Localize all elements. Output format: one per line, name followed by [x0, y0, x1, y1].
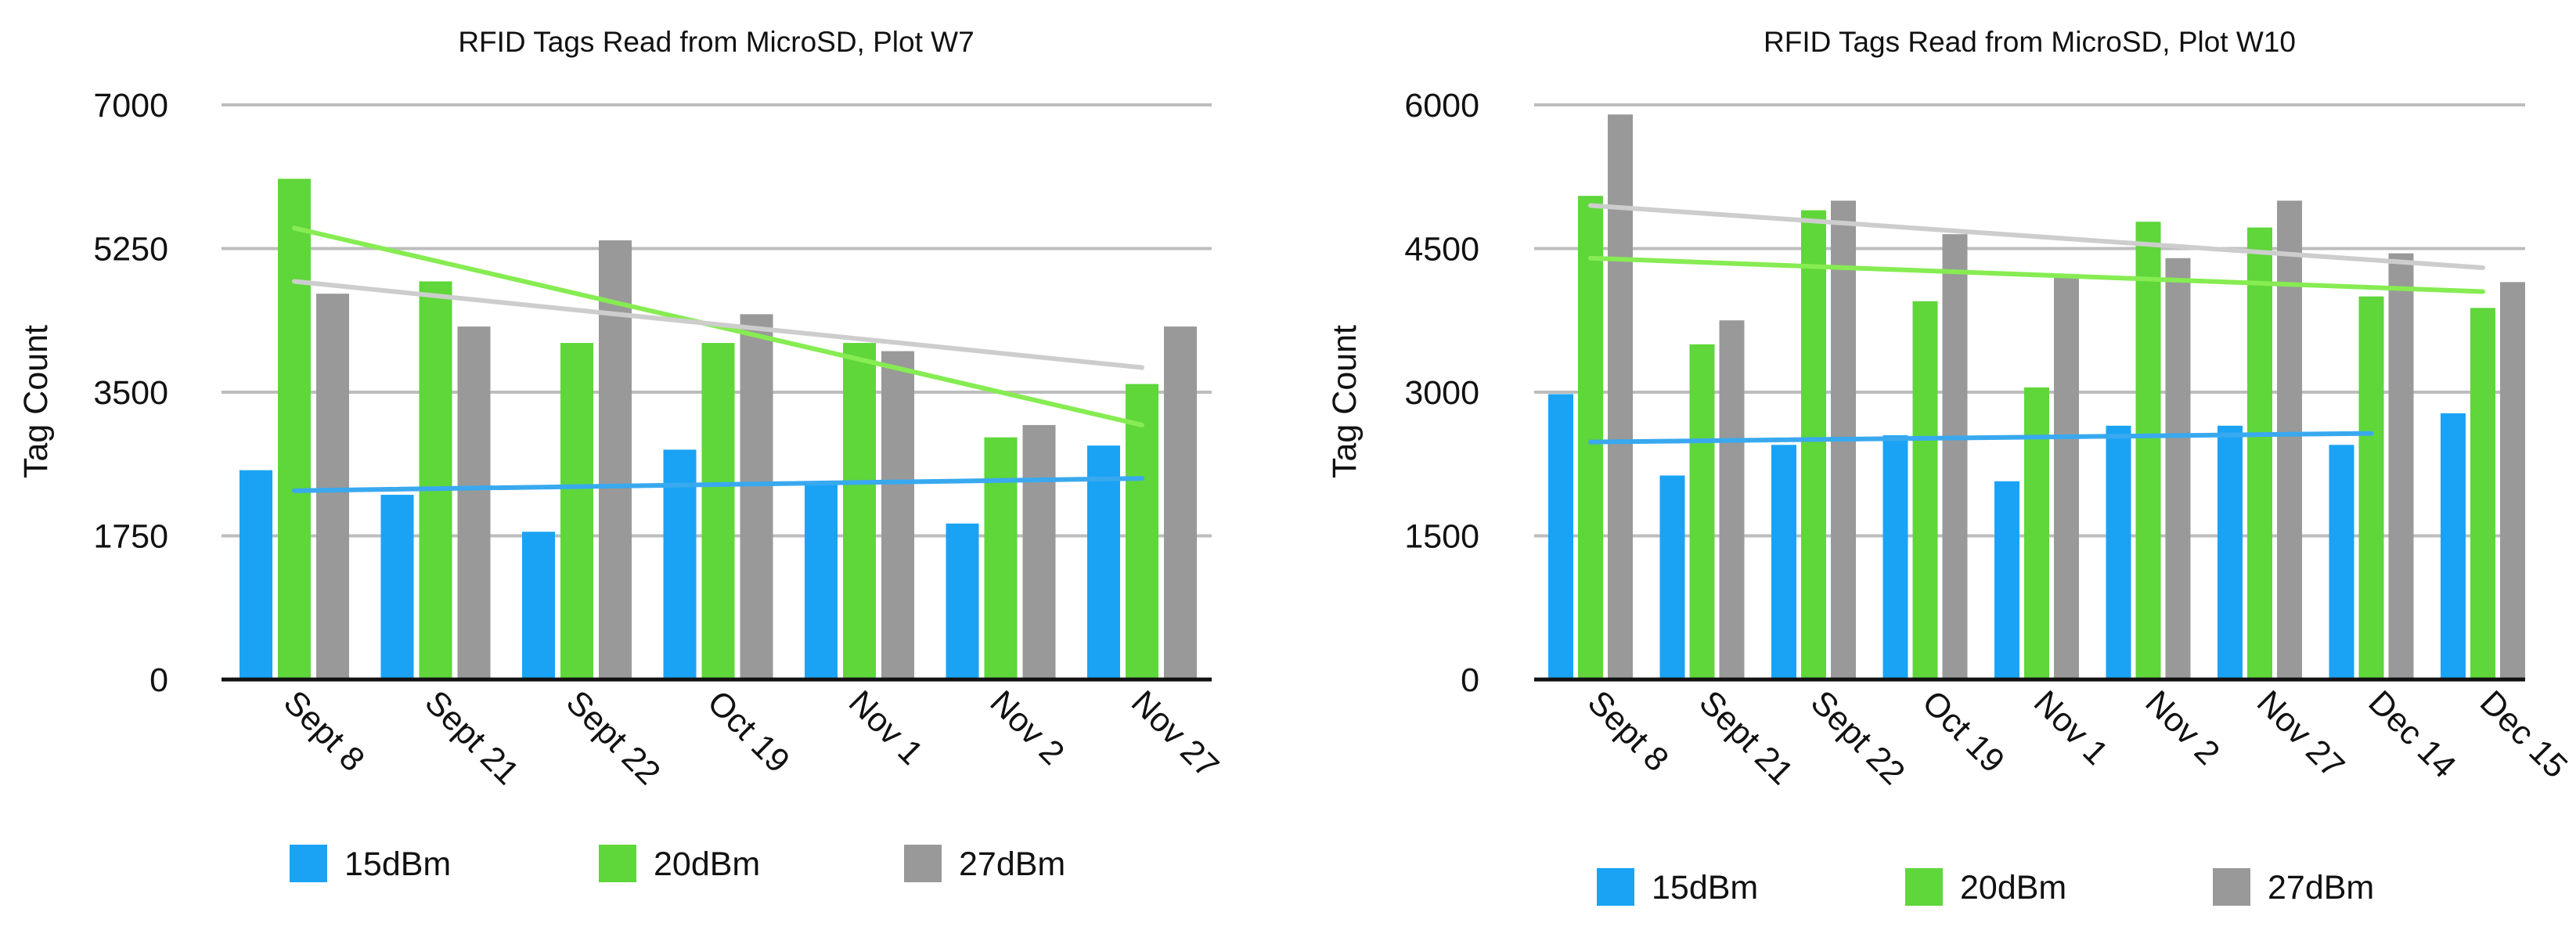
legend-label-20dbm: 20dBm [1960, 869, 2066, 907]
bar-20dbm-nov-2 [984, 437, 1018, 679]
legend-label-20dbm: 20dBm [654, 845, 760, 883]
x-tick-label: Nov 27 [2250, 683, 2351, 785]
x-tick-label: Nov 27 [1124, 683, 1226, 785]
bar-20dbm-sept-22 [560, 343, 593, 679]
y-tick-label: 1750 [93, 518, 168, 556]
legend-swatch-20dbm [599, 845, 636, 882]
trendline-15dbm [1588, 431, 2374, 445]
bar-15dbm-dec-14 [2329, 445, 2354, 679]
legend-label-15dbm: 15dBm [1652, 869, 1758, 907]
legend-swatch-20dbm [1905, 868, 1943, 906]
x-tick-label: Nov 1 [2027, 683, 2115, 772]
bar-15dbm-nov-2 [2106, 425, 2131, 679]
legend-label-27dbm: 27dBm [959, 845, 1065, 883]
bar-20dbm-oct-19 [1912, 301, 1938, 679]
bar-20dbm-nov-27 [1126, 384, 1158, 679]
legend-swatch-27dbm [904, 845, 942, 882]
x-tick-label: Nov 1 [841, 683, 930, 772]
x-tick-label: Nov 2 [982, 683, 1071, 772]
y-tick-label: 3500 [93, 374, 168, 412]
bar-15dbm-sept-8 [1548, 394, 1573, 679]
bar-15dbm-nov-1 [1994, 481, 2019, 679]
y-axis-label: Tag Count [1326, 325, 1364, 478]
x-tick-label: Oct 19 [1915, 683, 2012, 780]
bar-20dbm-dec-15 [2470, 308, 2495, 679]
bar-15dbm-oct-19 [663, 449, 697, 679]
trendline-15dbm [292, 476, 1144, 493]
x-tick-label: Sept 22 [559, 683, 668, 792]
bar-27dbm-nov-27 [1164, 326, 1197, 679]
bar-15dbm-sept-22 [1771, 445, 1796, 679]
bar-27dbm-sept-21 [457, 326, 491, 679]
bar-27dbm-nov-27 [2277, 200, 2302, 679]
bar-20dbm-nov-1 [2024, 387, 2049, 679]
bar-20dbm-nov-1 [843, 343, 876, 679]
bar-15dbm-sept-22 [522, 532, 555, 679]
bar-20dbm-sept-8 [1578, 196, 1603, 679]
legend-label-15dbm: 15dBm [344, 845, 451, 883]
x-tick-label: Sept 8 [276, 683, 372, 779]
trendline-27dbm [292, 279, 1144, 370]
bar-15dbm-sept-21 [1659, 475, 1685, 679]
bar-27dbm-sept-8 [1608, 114, 1633, 679]
y-tick-label: 5250 [93, 231, 168, 269]
chart-2: RFID Tags Read from MicroSD, Plot W10 0 15… [1326, 26, 2574, 907]
x-tick-label: Sept 21 [1692, 683, 1800, 792]
bar-27dbm-sept-21 [1719, 320, 1745, 679]
bar-15dbm-oct-19 [1882, 435, 1908, 679]
bar-20dbm-oct-19 [701, 343, 735, 679]
x-tick-label: Oct 19 [700, 683, 797, 780]
legend-swatch-27dbm [2213, 868, 2250, 906]
x-tick-label: Nov 2 [2138, 683, 2226, 772]
y-tick-label: 0 [1461, 661, 1479, 699]
y-tick-label: 4500 [1404, 231, 1479, 269]
bar-27dbm-nov-1 [2054, 277, 2079, 679]
x-tick-label: Sept 8 [1580, 683, 1676, 779]
chart-title: RFID Tags Read from MicroSD, Plot W10 [1764, 26, 2296, 58]
bar-27dbm-oct-19 [740, 314, 773, 679]
x-tick-label: Dec 14 [2361, 683, 2463, 785]
bar-15dbm-sept-21 [380, 495, 414, 679]
legend-swatch-15dbm [290, 845, 327, 882]
y-tick-label: 6000 [1404, 87, 1479, 124]
trendline-20dbm [1588, 255, 2485, 294]
chart-1: RFID Tags Read from MicroSD, Plot W7 0 175… [17, 26, 1226, 883]
bar-15dbm-nov-1 [805, 482, 838, 679]
bar-15dbm-nov-27 [2218, 425, 2243, 679]
bar-20dbm-sept-21 [1689, 344, 1715, 679]
legend-label-27dbm: 27dBm [2268, 869, 2374, 907]
bar-20dbm-sept-22 [1801, 210, 1826, 680]
bar-27dbm-dec-15 [2500, 282, 2525, 679]
bar-20dbm-dec-14 [2358, 296, 2384, 679]
x-tick-label: Sept 22 [1803, 683, 1912, 792]
chart-title: RFID Tags Read from MicroSD, Plot W7 [458, 26, 974, 58]
y-tick-label: 0 [150, 661, 168, 699]
y-axis-label: Tag Count [17, 325, 55, 478]
bar-15dbm-dec-15 [2441, 413, 2466, 679]
legend-swatch-15dbm [1597, 868, 1634, 906]
bar-20dbm-sept-8 [278, 178, 311, 679]
y-tick-label: 7000 [93, 87, 168, 124]
bar-27dbm-dec-14 [2388, 253, 2414, 679]
x-tick-label: Dec 15 [2473, 683, 2574, 785]
bar-15dbm-sept-8 [240, 470, 272, 679]
bar-27dbm-sept-8 [316, 294, 349, 679]
x-tick-label: Sept 21 [417, 683, 526, 792]
bar-15dbm-nov-27 [1087, 445, 1120, 679]
bar-27dbm-nov-2 [2165, 258, 2191, 679]
bar-15dbm-nov-2 [946, 523, 979, 679]
y-tick-label: 3000 [1404, 374, 1479, 412]
bar-20dbm-nov-2 [2135, 222, 2161, 679]
bar-27dbm-nov-1 [881, 351, 914, 679]
bar-20dbm-sept-21 [419, 281, 452, 679]
trendline-27dbm [1588, 203, 2485, 270]
bar-27dbm-nov-2 [1022, 424, 1056, 679]
bar-27dbm-oct-19 [1942, 234, 1968, 679]
bar-20dbm-nov-27 [2247, 227, 2272, 679]
y-tick-label: 1500 [1404, 518, 1479, 556]
